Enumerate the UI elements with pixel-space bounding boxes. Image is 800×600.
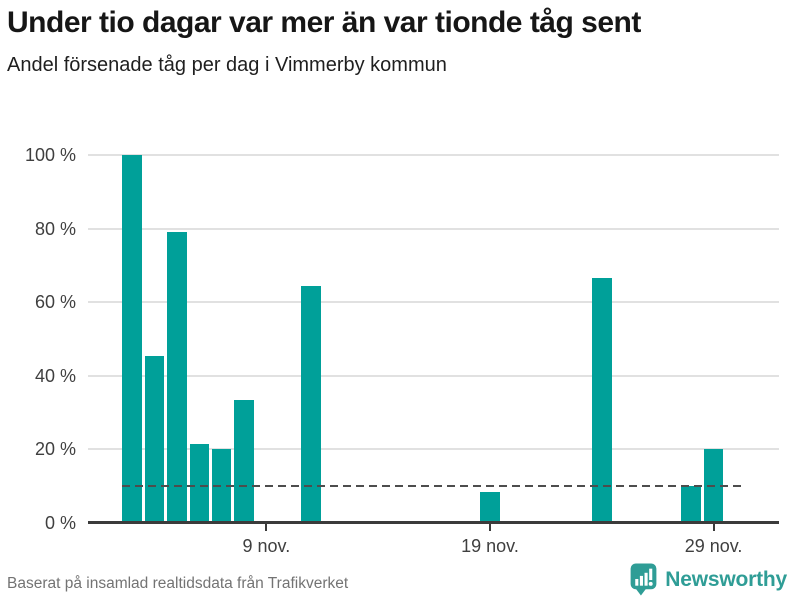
y-axis-label-20: 20 % [34, 439, 76, 460]
source-note: Baserat på insamlad realtidsdata från Tr… [7, 575, 349, 592]
bar-day-6 [189, 443, 210, 523]
bar-day-19 [480, 492, 500, 523]
x-tick-label-9: 9 nov. [242, 536, 291, 556]
bar-day-8 [234, 399, 254, 523]
bar-day-28 [681, 486, 701, 523]
y-axis-label-60: 60 % [34, 292, 76, 313]
bar-day-5 [167, 232, 187, 523]
gridline-60 [88, 301, 779, 304]
x-tick-label-29: 29 nov. [684, 536, 743, 556]
bar-day-4 [144, 355, 165, 523]
newsworthy-logo: Newsworthy [630, 563, 787, 596]
y-axis-label-80: 80 % [34, 218, 76, 239]
page-title: Under tio dagar var mer än var tionde tå… [7, 6, 641, 39]
y-axis-label-40: 40 % [34, 365, 76, 386]
bar-day-11 [301, 286, 321, 523]
bar-day-24 [592, 278, 612, 523]
newsworthy-icon [630, 563, 657, 596]
gridline-100 [88, 154, 779, 156]
page-subtitle: Andel försenade tåg per dag i Vimmerby k… [7, 54, 447, 76]
gridline-40 [88, 374, 779, 377]
gridline-20 [88, 448, 779, 451]
newsworthy-wordmark: Newsworthy [665, 567, 787, 591]
bar-day-3 [122, 155, 142, 523]
y-axis-label-0: 0 % [44, 513, 76, 533]
x-tick-29 [712, 523, 715, 531]
x-axis-line [88, 521, 779, 524]
x-tick-9 [265, 523, 268, 531]
x-tick-label-19: 19 nov. [461, 536, 519, 556]
gridline-80 [88, 227, 779, 230]
y-axis-label-100: 100 % [24, 145, 76, 165]
x-tick-19 [488, 523, 491, 531]
reference-line [122, 485, 744, 488]
